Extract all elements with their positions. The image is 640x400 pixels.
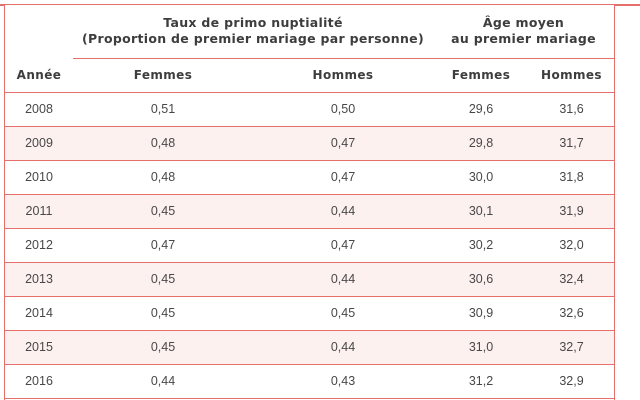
table-row-2014: 2014 0,45 0,45 30,9 32,6 (5, 296, 614, 331)
year-cell: 2016 (5, 364, 73, 399)
table-row-2015: 2015 0,45 0,44 31,0 32,7 (5, 330, 614, 365)
year-cell: 2008 (5, 92, 73, 127)
group-title-line2: au premier mariage (451, 31, 596, 47)
value-cell: 30,0 (433, 160, 529, 195)
value-cell: 31,6 (529, 92, 614, 127)
value-cell: 0,44 (253, 330, 433, 365)
value-cell: 0,47 (253, 126, 433, 161)
column-header-row: Année Femmes Hommes Femmes Hommes (5, 58, 614, 93)
value-cell: 31,9 (529, 194, 614, 229)
table-row-2008: 2008 0,51 0,50 29,6 31,6 (5, 92, 614, 127)
year-cell: 2012 (5, 228, 73, 263)
value-cell: 30,9 (433, 296, 529, 331)
year-cell: 2010 (5, 160, 73, 195)
value-cell: 31,2 (433, 364, 529, 399)
value-cell: 0,44 (73, 364, 253, 399)
table-row-2010: 2010 0,48 0,47 30,0 31,8 (5, 160, 614, 195)
marriage-statistics-table: Taux de primo nuptialité (Proportion de … (5, 5, 614, 399)
value-cell: 0,50 (253, 92, 433, 127)
statistics-table-frame: Taux de primo nuptialité (Proportion de … (4, 5, 615, 400)
year-header-spacer (5, 5, 73, 58)
group-header-age: Âge moyen au premier mariage (433, 5, 614, 59)
column-header-annee: Année (5, 58, 73, 93)
value-cell: 0,45 (73, 296, 253, 331)
column-header-femmes-age: Femmes (433, 58, 529, 93)
year-cell: 2013 (5, 262, 73, 297)
group-header-taux: Taux de primo nuptialité (Proportion de … (73, 5, 433, 59)
value-cell: 31,7 (529, 126, 614, 161)
value-cell: 31,0 (433, 330, 529, 365)
group-header-row: Taux de primo nuptialité (Proportion de … (5, 5, 614, 59)
value-cell: 0,44 (253, 194, 433, 229)
value-cell: 30,1 (433, 194, 529, 229)
value-cell: 32,0 (529, 228, 614, 263)
value-cell: 31,8 (529, 160, 614, 195)
column-header-hommes-age: Hommes (529, 58, 614, 93)
group-title-line1: Âge moyen (482, 15, 565, 31)
table-row-2016: 2016 0,44 0,43 31,2 32,9 (5, 364, 614, 399)
value-cell: 30,6 (433, 262, 529, 297)
value-cell: 30,2 (433, 228, 529, 263)
value-cell: 0,43 (253, 364, 433, 399)
group-title-line2: (Proportion de premier mariage par perso… (82, 31, 424, 47)
year-cell: 2015 (5, 330, 73, 365)
column-header-hommes-taux: Hommes (253, 58, 433, 93)
table-row-2013: 2013 0,45 0,44 30,6 32,4 (5, 262, 614, 297)
year-cell: 2009 (5, 126, 73, 161)
value-cell: 0,47 (73, 228, 253, 263)
year-cell: 2011 (5, 194, 73, 229)
column-header-femmes-taux: Femmes (73, 58, 253, 93)
table-row-2012: 2012 0,47 0,47 30,2 32,0 (5, 228, 614, 263)
value-cell: 29,6 (433, 92, 529, 127)
year-cell: 2014 (5, 296, 73, 331)
value-cell: 0,47 (253, 160, 433, 195)
value-cell: 0,45 (253, 296, 433, 331)
value-cell: 0,47 (253, 228, 433, 263)
value-cell: 0,45 (73, 194, 253, 229)
value-cell: 0,48 (73, 126, 253, 161)
value-cell: 32,9 (529, 364, 614, 399)
table-row-2011: 2011 0,45 0,44 30,1 31,9 (5, 194, 614, 229)
value-cell: 0,44 (253, 262, 433, 297)
group-title-line1: Taux de primo nuptialité (163, 15, 343, 31)
value-cell: 32,7 (529, 330, 614, 365)
value-cell: 0,45 (73, 262, 253, 297)
value-cell: 0,45 (73, 330, 253, 365)
value-cell: 0,48 (73, 160, 253, 195)
value-cell: 0,51 (73, 92, 253, 127)
value-cell: 32,6 (529, 296, 614, 331)
table-row-2009: 2009 0,48 0,47 29,8 31,7 (5, 126, 614, 161)
value-cell: 32,4 (529, 262, 614, 297)
value-cell: 29,8 (433, 126, 529, 161)
